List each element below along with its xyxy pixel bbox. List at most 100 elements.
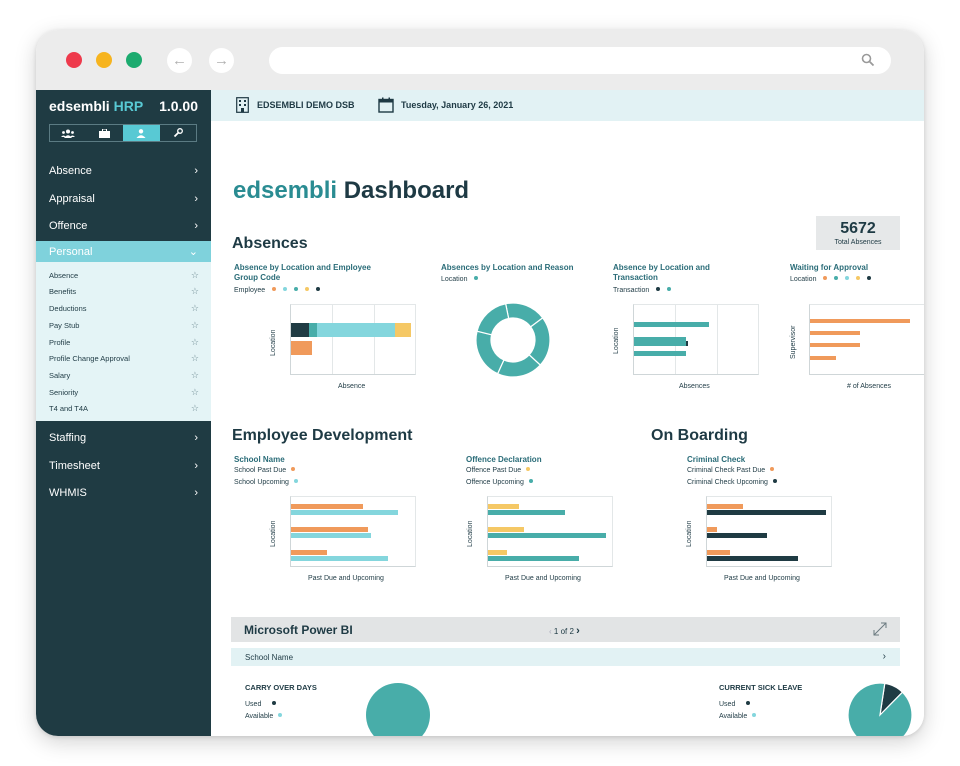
star-icon[interactable]: ☆ <box>190 337 199 347</box>
chart-title-line: Absence by Location and <box>613 263 710 272</box>
bar-segment <box>488 550 507 555</box>
pie-carry-over-days <box>366 683 430 736</box>
bar-segment <box>291 504 363 509</box>
chevron-left-icon[interactable]: ‹ <box>549 627 552 636</box>
submenu-item-pay-stub[interactable]: Pay Stub ☆ <box>49 320 199 331</box>
plot-waiting-approval <box>809 304 924 375</box>
back-arrow-icon[interactable]: ← <box>167 48 192 73</box>
chevron-right-icon: › <box>194 432 198 444</box>
bar-segment <box>488 556 579 561</box>
address-bar[interactable] <box>269 47 891 74</box>
minimize-window-button[interactable] <box>96 52 112 68</box>
star-icon[interactable]: ☆ <box>190 286 199 296</box>
legend-label: School Upcoming <box>234 479 289 486</box>
submenu-label: Deductions <box>49 304 87 313</box>
chart-legend: Employee <box>234 287 320 294</box>
plot-school-name <box>290 496 416 567</box>
star-icon[interactable]: ☆ <box>190 320 199 330</box>
star-icon[interactable]: ☆ <box>190 353 199 363</box>
chart-title: School Name <box>234 455 285 464</box>
legend-dot <box>752 713 757 717</box>
submenu-label: Seniority <box>49 388 79 397</box>
building-icon <box>236 97 249 113</box>
chevron-right-icon[interactable]: › <box>882 651 886 662</box>
y-axis-label: Location <box>467 520 474 547</box>
legend-dot <box>304 287 309 291</box>
star-icon[interactable]: ☆ <box>190 370 199 380</box>
chevron-right-icon: › <box>194 460 198 472</box>
chevron-right-icon[interactable]: › <box>576 625 580 637</box>
total-absences-kpi: 5672 Total Absences <box>816 216 900 250</box>
legend-dot <box>772 479 777 483</box>
sidebar-item-whmis[interactable]: WHMIS › <box>36 480 211 506</box>
powerbi-pager: ‹ 1 of 2 › <box>549 625 580 637</box>
bar-segment <box>634 337 687 342</box>
sidebar-item-label: Offence <box>49 220 88 232</box>
sidebar-item-timesheet[interactable]: Timesheet › <box>36 453 211 479</box>
submenu-item-seniority[interactable]: Seniority ☆ <box>49 387 199 398</box>
submenu-label: T4 and T4A <box>49 404 89 413</box>
submenu-item-deductions[interactable]: Deductions ☆ <box>49 303 199 314</box>
submenu-label: Profile <box>49 338 71 347</box>
page-title: edsembli Dashboard <box>233 177 469 205</box>
star-icon[interactable]: ☆ <box>190 387 199 397</box>
submenu-item-salary[interactable]: Salary ☆ <box>49 370 199 381</box>
star-icon[interactable]: ☆ <box>190 403 199 413</box>
expand-icon[interactable] <box>872 621 888 637</box>
bar-segment <box>634 351 687 356</box>
school-name-filter[interactable]: School Name › <box>231 648 900 666</box>
page-title-brand: edsembli <box>233 177 338 204</box>
sidebar-item-personal[interactable]: Personal ⌄ <box>36 241 211 262</box>
legend-label: Criminal Check Upcoming <box>687 479 768 486</box>
star-icon[interactable]: ☆ <box>190 303 199 313</box>
forward-arrow-icon[interactable]: → <box>209 48 234 73</box>
search-icon[interactable] <box>861 53 875 67</box>
submenu-label: Benefits <box>49 287 77 296</box>
legend-label: Location <box>441 276 468 283</box>
x-axis-label: Absence <box>338 383 366 390</box>
legend-label: Offence Past Due <box>466 467 522 474</box>
legend-label: Transaction <box>613 287 650 294</box>
bar-segment <box>291 341 312 355</box>
chevron-right-icon: › <box>194 193 198 205</box>
person-icon[interactable] <box>123 125 160 141</box>
legend-dot <box>278 713 283 717</box>
submenu-item-profile[interactable]: Profile ☆ <box>49 337 199 348</box>
submenu-item-benefits[interactable]: Benefits ☆ <box>49 286 199 297</box>
bar-segment <box>810 343 860 347</box>
sidebar-item-staffing[interactable]: Staffing › <box>36 425 211 451</box>
people-icon[interactable] <box>50 125 87 141</box>
wrench-icon[interactable] <box>160 125 197 141</box>
bar-segment <box>634 341 687 346</box>
sidebar-item-offence[interactable]: Offence › <box>36 213 211 239</box>
legend-dot <box>294 287 298 291</box>
chart-legend: Criminal Check Upcoming <box>687 479 777 486</box>
sidebar-item-absence[interactable]: Absence › <box>36 158 211 184</box>
close-window-button[interactable] <box>66 52 82 68</box>
star-icon[interactable]: ☆ <box>190 270 199 280</box>
plot-offence-declaration <box>487 496 613 567</box>
powerbi-header: Microsoft Power BI ‹ 1 of 2 › <box>231 617 900 642</box>
chart-legend: Available <box>719 713 757 720</box>
chart-title: Waiting for Approval <box>790 263 869 272</box>
submenu-item-profile-change-approval[interactable]: Profile Change Approval ☆ <box>49 353 199 364</box>
submenu-item-absence[interactable]: Absence ☆ <box>49 270 199 281</box>
bar-segment <box>707 504 744 509</box>
maximize-window-button[interactable] <box>126 52 142 68</box>
mode-switcher <box>49 124 197 142</box>
y-axis-label: Location <box>270 329 277 356</box>
bar-segment <box>707 556 798 561</box>
legend-label: Criminal Check Past Due <box>687 467 766 474</box>
pie-slice <box>475 330 505 375</box>
sidebar-item-appraisal[interactable]: Appraisal › <box>36 186 211 212</box>
bar-segment <box>488 504 519 509</box>
chart-title-line: Group Code <box>234 273 281 282</box>
submenu-item-t4-and-t4a[interactable]: T4 and T4A ☆ <box>49 403 199 414</box>
chart-legend: Offence Upcoming <box>466 479 533 486</box>
carry-over-title: CARRY OVER DAYS <box>245 683 317 692</box>
legend-dot <box>770 467 775 471</box>
legend-dot <box>746 701 751 705</box>
briefcase-icon[interactable] <box>87 125 124 141</box>
pie-slice <box>366 683 430 736</box>
sidebar: edsembli HRP 1.0.00 Absence › Appraisal … <box>36 90 211 736</box>
